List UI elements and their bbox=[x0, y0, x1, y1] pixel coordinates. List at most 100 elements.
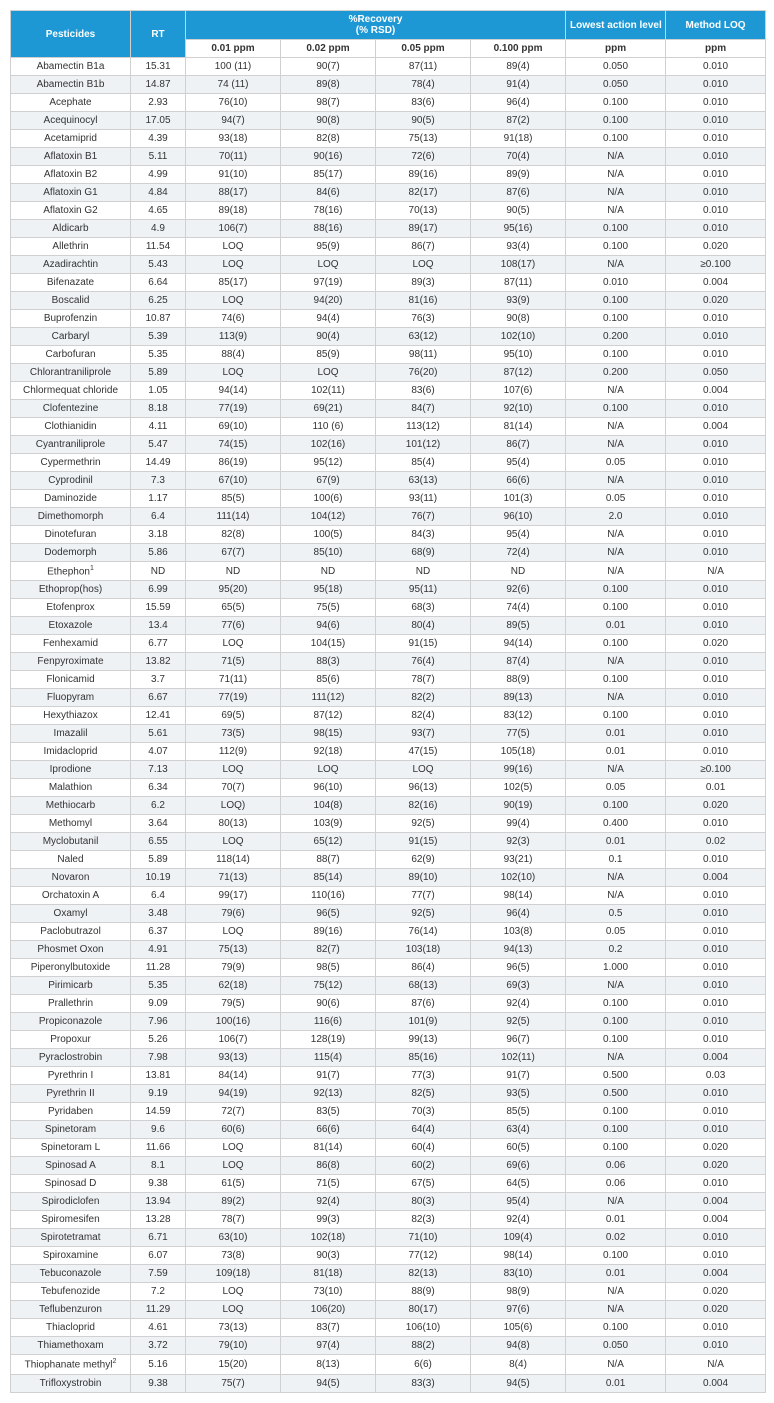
cell-r3: 87(6) bbox=[376, 995, 471, 1013]
cell-r3: 82(4) bbox=[376, 707, 471, 725]
cell-r4: 107(6) bbox=[471, 382, 566, 400]
cell-rt: 5.26 bbox=[131, 1031, 186, 1049]
table-row: Naled5.89118(14)88(7)62(9)93(21)0.10.010 bbox=[11, 851, 766, 869]
table-row: Abamectin B1b14.8774 (11)89(8)78(4)91(4)… bbox=[11, 76, 766, 94]
cell-r3: 68(13) bbox=[376, 977, 471, 995]
cell-r1: 77(19) bbox=[186, 689, 281, 707]
cell-r1: 79(9) bbox=[186, 959, 281, 977]
cell-r4: 108(17) bbox=[471, 256, 566, 274]
table-row: Boscalid6.25LOQ94(20)81(16)93(9)0.1000.0… bbox=[11, 292, 766, 310]
cell-r3: 91(15) bbox=[376, 635, 471, 653]
cell-loq: 0.020 bbox=[666, 1139, 766, 1157]
cell-r4: 93(4) bbox=[471, 238, 566, 256]
cell-lal: N/A bbox=[566, 653, 666, 671]
cell-r2: 91(7) bbox=[281, 1067, 376, 1085]
cell-name: Hexythiazox bbox=[11, 707, 131, 725]
table-row: Spinetoram9.660(6)66(6)64(4)63(4)0.1000.… bbox=[11, 1121, 766, 1139]
cell-rt: 13.81 bbox=[131, 1067, 186, 1085]
cell-r2: 94(20) bbox=[281, 292, 376, 310]
cell-r2: 85(10) bbox=[281, 544, 376, 562]
cell-r3: 77(12) bbox=[376, 1247, 471, 1265]
cell-name: Pyridaben bbox=[11, 1103, 131, 1121]
cell-r4: 102(5) bbox=[471, 779, 566, 797]
cell-r3: 75(13) bbox=[376, 130, 471, 148]
cell-loq: 0.010 bbox=[666, 1085, 766, 1103]
table-row: Propiconazole7.96100(16)116(6)101(9)92(5… bbox=[11, 1013, 766, 1031]
cell-rt: 5.86 bbox=[131, 544, 186, 562]
cell-r1: 100(16) bbox=[186, 1013, 281, 1031]
cell-r1: 113(9) bbox=[186, 328, 281, 346]
cell-r1: 73(8) bbox=[186, 1247, 281, 1265]
cell-name: Dimethomorph bbox=[11, 508, 131, 526]
table-row: Acetamiprid4.3993(18)82(8)75(13)91(18)0.… bbox=[11, 130, 766, 148]
cell-r3: LOQ bbox=[376, 256, 471, 274]
cell-lal: 0.100 bbox=[566, 707, 666, 725]
cell-r3: 88(2) bbox=[376, 1337, 471, 1355]
cell-r3: 91(15) bbox=[376, 833, 471, 851]
cell-rt: ND bbox=[131, 562, 186, 581]
table-row: Chlormequat chloride1.0594(14)102(11)83(… bbox=[11, 382, 766, 400]
cell-r2: 110(16) bbox=[281, 887, 376, 905]
cell-r1: 70(11) bbox=[186, 148, 281, 166]
cell-loq: 0.010 bbox=[666, 617, 766, 635]
cell-r3: 72(6) bbox=[376, 148, 471, 166]
cell-lal: 0.500 bbox=[566, 1085, 666, 1103]
cell-r3: 82(2) bbox=[376, 689, 471, 707]
cell-name: Pyrethrin I bbox=[11, 1067, 131, 1085]
cell-r3: 90(5) bbox=[376, 112, 471, 130]
table-row: Methomyl3.6480(13)103(9)92(5)99(4)0.4000… bbox=[11, 815, 766, 833]
table-row: Spinosad A8.1LOQ86(8)60(2)69(6)0.060.020 bbox=[11, 1157, 766, 1175]
table-row: Piperonylbutoxide11.2879(9)98(5)86(4)96(… bbox=[11, 959, 766, 977]
cell-r4: 94(5) bbox=[471, 1374, 566, 1392]
cell-r2: 90(16) bbox=[281, 148, 376, 166]
col-010: 0.100 ppm bbox=[471, 40, 566, 58]
cell-name: Tebufenozide bbox=[11, 1283, 131, 1301]
cell-r2: 81(14) bbox=[281, 1139, 376, 1157]
cell-r1: 77(6) bbox=[186, 617, 281, 635]
cell-lal: 0.100 bbox=[566, 671, 666, 689]
cell-loq: 0.010 bbox=[666, 472, 766, 490]
cell-rt: 6.34 bbox=[131, 779, 186, 797]
cell-name: Thiamethoxam bbox=[11, 1337, 131, 1355]
cell-name: Azadirachtin bbox=[11, 256, 131, 274]
cell-name: Spirodiclofen bbox=[11, 1193, 131, 1211]
table-row: Pyridaben14.5972(7)83(5)70(3)85(5)0.1000… bbox=[11, 1103, 766, 1121]
cell-name: Abamectin B1a bbox=[11, 58, 131, 76]
cell-r3: 76(4) bbox=[376, 653, 471, 671]
cell-loq: 0.010 bbox=[666, 490, 766, 508]
cell-lal: 0.100 bbox=[566, 1139, 666, 1157]
cell-r4: 103(8) bbox=[471, 923, 566, 941]
cell-r3: 77(3) bbox=[376, 1067, 471, 1085]
cell-r1: LOQ bbox=[186, 833, 281, 851]
cell-name: Ethoprop(hos) bbox=[11, 581, 131, 599]
cell-loq: 0.020 bbox=[666, 635, 766, 653]
cell-r3: 82(13) bbox=[376, 1265, 471, 1283]
cell-loq: 0.010 bbox=[666, 148, 766, 166]
cell-name: Teflubenzuron bbox=[11, 1301, 131, 1319]
cell-r1: 86(19) bbox=[186, 454, 281, 472]
table-row: Acephate2.9376(10)98(7)83(6)96(4)0.1000.… bbox=[11, 94, 766, 112]
cell-r3: 88(9) bbox=[376, 1283, 471, 1301]
cell-name: Spinosad D bbox=[11, 1175, 131, 1193]
cell-r2: 95(9) bbox=[281, 238, 376, 256]
cell-loq: 0.010 bbox=[666, 544, 766, 562]
cell-name: Clothianidin bbox=[11, 418, 131, 436]
cell-r4: 8(4) bbox=[471, 1355, 566, 1374]
cell-lal: 0.050 bbox=[566, 76, 666, 94]
cell-r3: 70(13) bbox=[376, 202, 471, 220]
cell-name: Piperonylbutoxide bbox=[11, 959, 131, 977]
cell-loq: 0.004 bbox=[666, 1193, 766, 1211]
cell-name: Fluopyram bbox=[11, 689, 131, 707]
cell-loq: 0.020 bbox=[666, 1157, 766, 1175]
table-row: Etofenprox15.5965(5)75(5)68(3)74(4)0.100… bbox=[11, 599, 766, 617]
cell-loq: 0.010 bbox=[666, 1337, 766, 1355]
cell-loq: 0.010 bbox=[666, 220, 766, 238]
cell-r4: 89(9) bbox=[471, 166, 566, 184]
cell-lal: 0.01 bbox=[566, 1374, 666, 1392]
cell-r4: 102(10) bbox=[471, 869, 566, 887]
cell-name: Myclobutanil bbox=[11, 833, 131, 851]
cell-name: Aflatoxin G2 bbox=[11, 202, 131, 220]
cell-rt: 5.39 bbox=[131, 328, 186, 346]
cell-name: Imidacloprid bbox=[11, 743, 131, 761]
cell-r2: 104(12) bbox=[281, 508, 376, 526]
